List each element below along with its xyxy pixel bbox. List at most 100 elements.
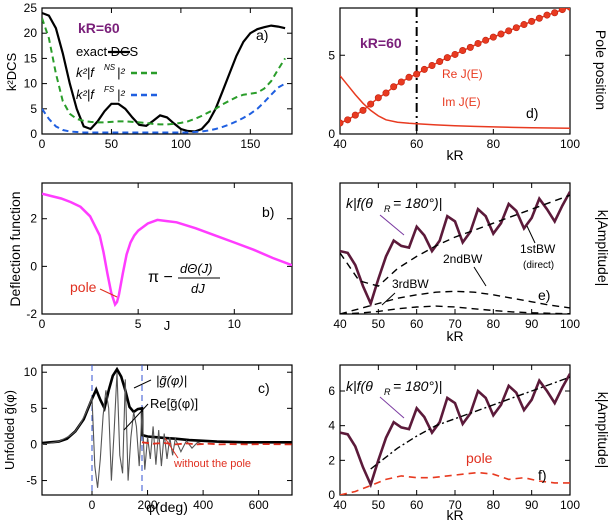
plot-frame-c [41,364,293,496]
annotation-im-j: Im J(E) [442,95,481,109]
series-a-0 [42,11,286,133]
x-axis-label-f: kR [446,507,463,523]
series-group-a [42,11,286,134]
annotation-amp: k|f(θ [346,195,373,211]
series-f-2 [340,471,570,495]
panel-label-b: b) [262,204,274,220]
annotation-2ndbw: 2ndBW [443,252,483,266]
pole-pointer [99,288,118,298]
3rdbw-pointer [381,292,396,306]
annotation-amp-end: = 180°)| [393,195,442,211]
marker-re-j [405,73,413,81]
amp-pointer [379,214,405,236]
marker-re-j [451,50,459,58]
annotation-abs: |g̃(φ)| [156,373,187,388]
formula-pi: π − [148,269,173,286]
x-tick-label: 100 [560,498,580,512]
x-tick-label: 70 [448,498,462,512]
x-tick-label: 40 [333,137,347,151]
panel-label-f: f) [538,467,547,483]
marker-re-j [528,17,536,25]
x-tick-label: 80 [487,498,501,512]
annotation-pole: pole [70,279,97,295]
x-tick-label: 90 [525,498,539,512]
series-c-0 [42,366,292,445]
annotation-amp-f-sub: R [384,387,391,397]
marker-re-j [512,24,520,32]
y-tick-label: 2 [30,212,37,226]
annotation-re: Re[g̃(φ)] [150,396,198,411]
marker-re-j [474,39,482,47]
marker-re-j [489,33,497,41]
series-deflection [42,192,292,308]
y-axis-label-b: Deflection function [7,191,23,306]
annotation-amp-f: k|f(θ [346,378,373,394]
series-e-1 [340,194,570,287]
legend-ns-sup: NS [104,63,116,72]
x-tick-label: 0 [39,137,46,151]
legend-exact: exact DCS [76,44,138,59]
series-c-1 [42,372,204,488]
panel-label-a: a) [256,27,268,43]
marker-re-j [497,30,505,38]
y-tick-label: 10 [24,77,38,91]
y-tick-label: 6 [328,384,335,398]
marker-re-j [367,100,375,108]
x-axis-label-d: kR [446,147,463,163]
annotation-1stbw: 1stBW [520,242,556,256]
x-tick-label: 100 [560,317,580,331]
marker-re-j [482,36,490,44]
plot-frame-d [339,7,571,135]
x-tick-label: 400 [193,498,213,512]
marker-re-j [382,89,390,97]
y-tick-label: 20 [24,26,38,40]
formula-den: dJ [191,281,205,296]
abs-pointer [133,379,152,389]
panel-label-c: c) [258,380,270,396]
y-tick-label: 0 [30,259,37,273]
series-group-c [42,365,292,495]
x-axis-label-b: J [164,318,171,333]
y-tick-label: -5 [26,474,37,488]
annotation-amp-sub: R [384,204,391,214]
marker-re-j [436,58,444,66]
marker-re-j [340,119,344,127]
legend-ns: k²|f [76,65,95,80]
series-c-2 [141,441,292,446]
y-tick-label: 0 [30,437,37,451]
y-axis-label-a: k²DCS [4,53,19,92]
annotation-no-pole: without the pole [173,458,251,470]
y-axis-label-d: Pole position [593,30,609,110]
marker-re-j [359,106,367,114]
marker-re-j [443,54,451,62]
series-d-1 [340,75,570,129]
series-f-0 [340,373,570,489]
x-tick-label: 100 [560,137,580,151]
series-group-b [42,192,292,308]
y-tick-label: 5 [30,102,37,116]
amp-f-pointer [379,396,405,419]
y-axis-label-e: k|Amplitude| [595,210,611,287]
legend-fs: k²|f [76,87,95,102]
plot-frame-a [41,7,293,135]
series-a-1 [42,17,286,126]
y-axis-label-c: Unfolded g̃(φ) [2,390,17,470]
y-tick-label: 15 [24,51,38,65]
x-tick-label: 70 [448,317,462,331]
x-tick-label: 600 [249,498,269,512]
marker-re-j [351,111,359,119]
annotation-pole-f: pole [466,450,493,466]
annotation-kr: kR=60 [78,20,120,36]
y-tick-label: 10 [24,365,38,379]
x-tick-label: 5 [135,317,142,331]
nopole-pointer [164,437,179,459]
panel-label-d: d) [526,105,538,121]
re-pointer [123,403,149,431]
y-tick-label: 0 [30,127,37,141]
annotation-kr-d: kR=60 [360,35,402,51]
x-tick-label: 0 [89,498,96,512]
2ndbw-pointer [473,266,487,287]
marker-re-j [543,11,551,19]
y-tick-label: 5 [30,401,37,415]
